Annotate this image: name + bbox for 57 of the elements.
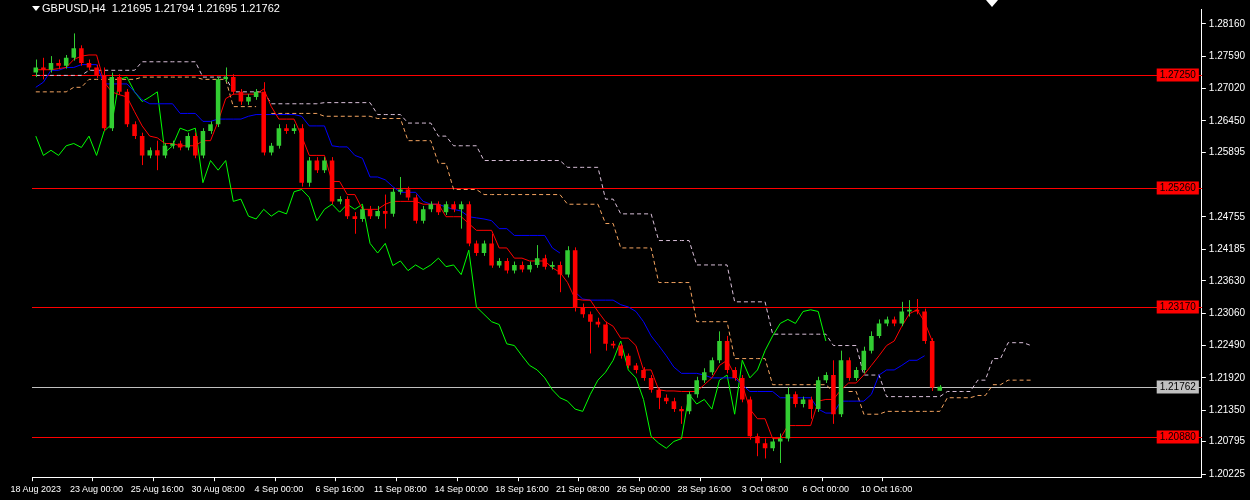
x-tick-label: 23 Aug 00:00 xyxy=(70,484,124,495)
candlestick xyxy=(793,391,798,408)
ref-line-label: 1.25260 xyxy=(1159,182,1197,194)
candlestick xyxy=(504,257,510,274)
y-tick-label: 1.20225 xyxy=(1208,467,1246,479)
candlestick xyxy=(269,142,274,156)
y-tick-label: 1.23630 xyxy=(1208,274,1246,286)
x-tick-label: 30 Aug 08:00 xyxy=(191,484,245,495)
y-tick-label: 1.22490 xyxy=(1208,339,1246,351)
candlestick xyxy=(588,310,593,354)
y-tick-label: 1.21920 xyxy=(1208,371,1246,383)
x-tick-label: 28 Sep 16:00 xyxy=(677,484,732,495)
y-tick-label: 1.25895 xyxy=(1208,146,1246,158)
x-tick-label: 11 Sep 08:00 xyxy=(373,484,427,495)
x-tick-label: 3 Oct 08:00 xyxy=(741,484,789,495)
candlestick xyxy=(808,396,813,420)
candlestick xyxy=(56,59,61,70)
x-tick-label: 21 Sep 08:00 xyxy=(555,484,610,495)
y-tick-label: 1.27590 xyxy=(1208,49,1246,61)
candlestick xyxy=(869,330,874,354)
ref-line-label: 1.27250 xyxy=(1159,69,1197,81)
y-tick-label: 1.27020 xyxy=(1208,82,1246,94)
candlestick xyxy=(846,356,851,382)
candlestick xyxy=(512,261,517,274)
x-tick-label: 26 Sep 00:00 xyxy=(616,484,671,495)
candlestick xyxy=(208,120,213,135)
candlestick xyxy=(489,233,494,269)
ref-line-label: 1.20880 xyxy=(1159,431,1197,443)
x-tick-label: 4 Sep 00:00 xyxy=(254,484,304,495)
candlestick xyxy=(565,245,570,278)
candlestick xyxy=(413,194,418,225)
candlestick xyxy=(246,93,251,106)
x-tick-label: 25 Aug 16:00 xyxy=(130,484,184,495)
x-tick-label: 18 Sep 16:00 xyxy=(495,484,549,495)
x-tick-label: 6 Sep 16:00 xyxy=(315,484,364,495)
y-tick-label: 1.20795 xyxy=(1208,435,1246,447)
ref-line-label: 1.23170 xyxy=(1159,301,1197,313)
x-tick-label: 10 Oct 16:00 xyxy=(860,484,913,495)
candlestick xyxy=(382,194,388,230)
candlestick xyxy=(542,254,548,270)
candlestick xyxy=(770,438,775,452)
candlestick xyxy=(284,123,289,135)
y-tick-label: 1.26450 xyxy=(1208,114,1246,126)
y-tick-label: 1.24185 xyxy=(1208,243,1246,255)
ref-line-label: 1.21762 xyxy=(1159,381,1197,393)
y-tick-label: 1.28160 xyxy=(1208,17,1246,29)
candlestick xyxy=(398,176,403,196)
y-tick-label: 1.23060 xyxy=(1208,306,1246,318)
chart-title: GBPUSD,H4 1.21695 1.21794 1.21695 1.21762 xyxy=(42,2,280,15)
candlestick xyxy=(937,384,943,392)
y-tick-label: 1.21350 xyxy=(1208,403,1246,415)
candlestick xyxy=(360,205,365,223)
x-tick-label: 14 Sep 00:00 xyxy=(434,484,488,495)
candlestick xyxy=(474,240,479,257)
x-tick-label: 6 Oct 00:00 xyxy=(802,484,850,495)
y-tick-label: 1.24755 xyxy=(1208,210,1246,222)
x-tick-label: 18 Aug 2023 xyxy=(10,484,62,495)
